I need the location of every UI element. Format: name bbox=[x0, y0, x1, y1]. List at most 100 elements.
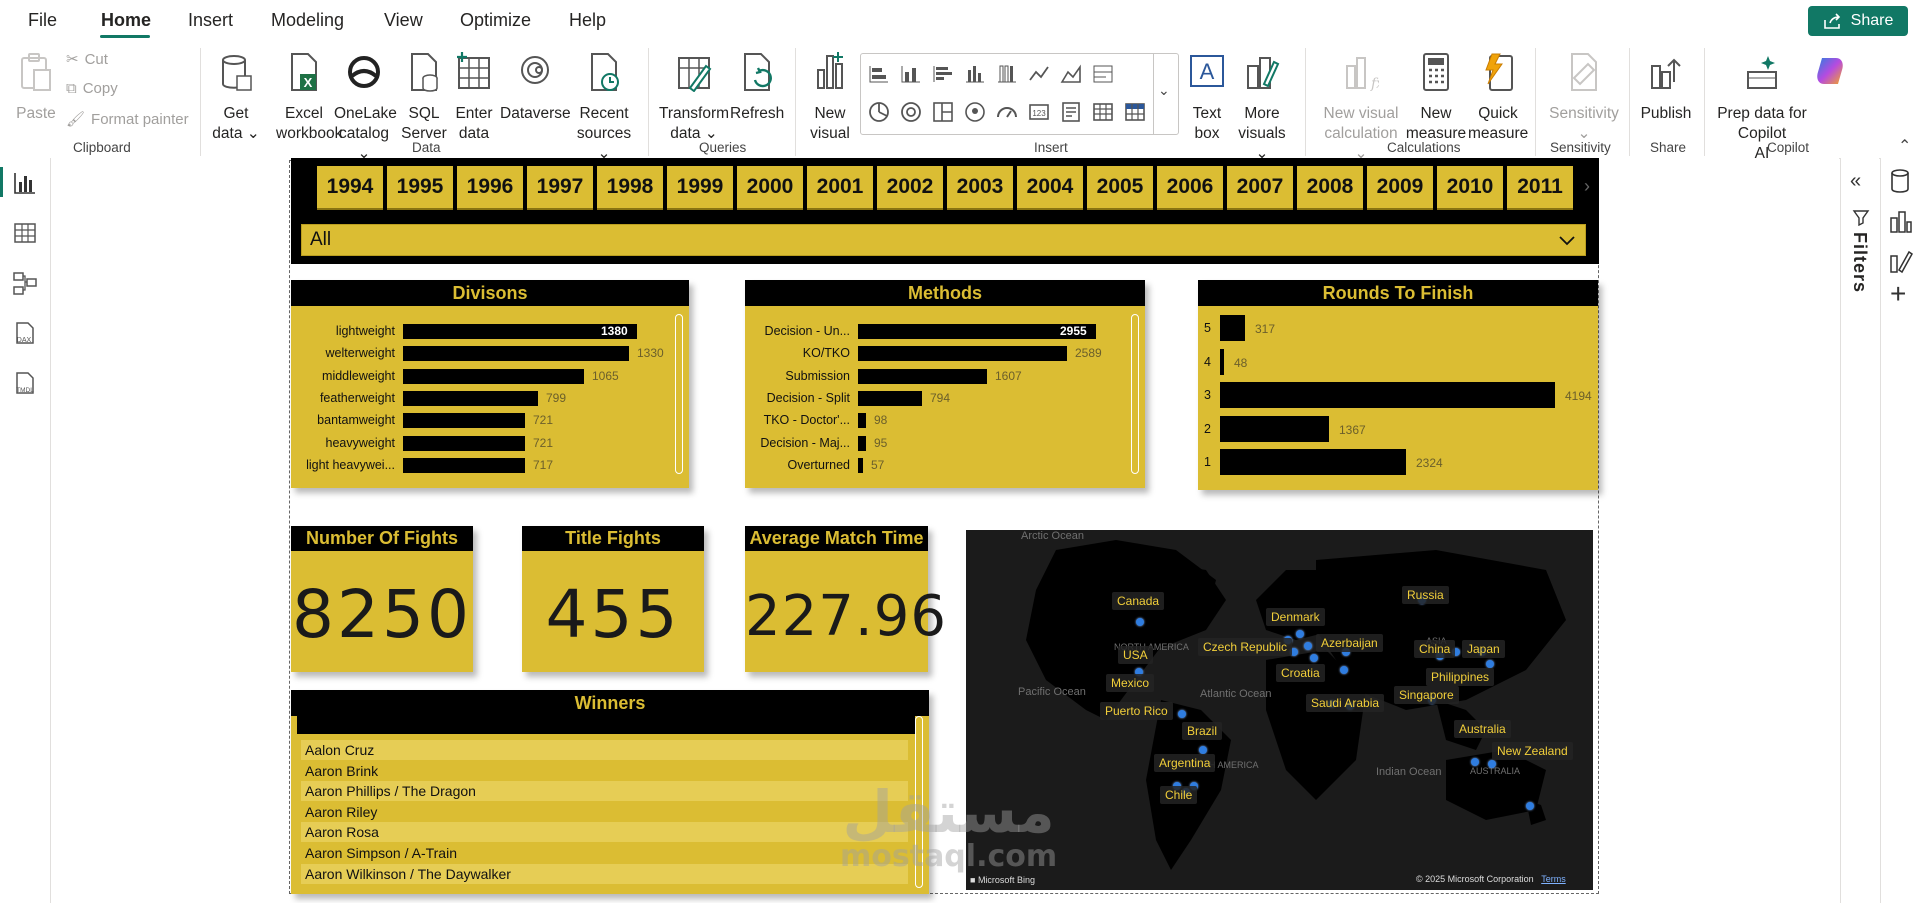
divisions-bar[interactable] bbox=[403, 324, 637, 339]
matrix-icon[interactable] bbox=[1123, 100, 1147, 124]
menu-home[interactable]: Home bbox=[101, 10, 152, 30]
map-point[interactable] bbox=[1340, 666, 1348, 674]
menu-view[interactable]: View bbox=[384, 10, 423, 30]
dax-query-view-icon[interactable]: DAX bbox=[12, 320, 38, 346]
year-tile-2008[interactable]: 2008 bbox=[1297, 166, 1363, 208]
clustered-column-chart-icon[interactable] bbox=[963, 62, 987, 86]
year-tile-1999[interactable]: 1999 bbox=[667, 166, 733, 208]
year-tile-2009[interactable]: 2009 bbox=[1367, 166, 1433, 208]
winner-row[interactable]: Aaron Riley bbox=[301, 801, 908, 822]
year-tile-2005[interactable]: 2005 bbox=[1087, 166, 1153, 208]
year-tile-1996[interactable]: 1996 bbox=[457, 166, 523, 208]
more-visuals-button[interactable]: More visuals ⌄ bbox=[1232, 52, 1292, 164]
quick-measure-button[interactable]: Quick measure bbox=[1468, 52, 1528, 144]
year-tile-2010[interactable]: 2010 bbox=[1437, 166, 1503, 208]
divisions-chart[interactable]: Divisons lightweight 1380 welterweight 1330… bbox=[291, 280, 689, 488]
year-tile-2007[interactable]: 2007 bbox=[1227, 166, 1293, 208]
map-point[interactable] bbox=[1304, 642, 1312, 650]
map-point[interactable] bbox=[1488, 760, 1496, 768]
winner-row[interactable]: Aaron Wilkinson / The Daywalker bbox=[301, 863, 908, 884]
new-visual-button[interactable]: New visual bbox=[805, 52, 855, 144]
menu-optimize[interactable]: Optimize bbox=[460, 10, 532, 30]
winners-scrollbar[interactable] bbox=[915, 716, 923, 888]
methods-bar[interactable] bbox=[858, 435, 866, 451]
card-icon[interactable]: 123 bbox=[1027, 100, 1051, 124]
publish-button[interactable]: Publish bbox=[1636, 52, 1696, 124]
map-point[interactable] bbox=[1526, 802, 1534, 810]
map-point[interactable] bbox=[1136, 618, 1144, 626]
dataverse-button[interactable]: Dataverse bbox=[500, 52, 571, 124]
sql-server-button[interactable]: SQL Server bbox=[398, 52, 450, 144]
year-tile-1997[interactable]: 1997 bbox=[527, 166, 593, 208]
year-tile-1998[interactable]: 1998 bbox=[597, 166, 663, 208]
tmdl-view-icon[interactable]: TMDL bbox=[12, 370, 38, 396]
get-data-button[interactable]: Get data ⌄ bbox=[208, 52, 264, 144]
treemap-icon[interactable] bbox=[931, 100, 955, 124]
rounds-bar[interactable] bbox=[1220, 449, 1406, 475]
map-point[interactable] bbox=[1135, 668, 1143, 676]
format-pane-icon[interactable] bbox=[1889, 248, 1913, 274]
filters-label[interactable]: Filters bbox=[1850, 232, 1870, 294]
cut-button[interactable]: ✂ Cut bbox=[66, 50, 108, 69]
methods-bar[interactable] bbox=[858, 413, 866, 429]
divisions-scrollbar[interactable] bbox=[675, 314, 683, 474]
map-point[interactable] bbox=[1452, 648, 1460, 656]
kpi-number-of-fights[interactable]: Number Of Fights 8250 bbox=[291, 526, 473, 672]
winner-row[interactable]: Aaron Rosa bbox=[301, 822, 908, 843]
world-map[interactable]: Arctic Ocean Pacific Ocean Atlantic Ocea… bbox=[966, 530, 1593, 890]
gauge-icon[interactable] bbox=[995, 100, 1019, 124]
divisions-bar[interactable] bbox=[403, 368, 584, 384]
year-tile-1994[interactable]: 1994 bbox=[317, 166, 383, 208]
add-pane-icon[interactable]: + bbox=[1890, 278, 1907, 309]
map-point[interactable] bbox=[1290, 648, 1298, 656]
map-point[interactable] bbox=[1199, 746, 1207, 754]
pie-chart-icon[interactable] bbox=[867, 100, 891, 124]
onelake-catalog-button[interactable]: OneLake catalog ⌄ bbox=[334, 52, 397, 164]
rounds-bar[interactable] bbox=[1220, 315, 1245, 341]
stacked-column-chart-icon[interactable] bbox=[899, 62, 923, 86]
map-point[interactable] bbox=[1486, 660, 1494, 668]
menu-modeling[interactable]: Modeling bbox=[271, 10, 345, 30]
kpi-average-match-time[interactable]: Average Match Time 227.96 bbox=[745, 526, 946, 672]
paste-button[interactable]: Paste bbox=[14, 52, 58, 124]
methods-bar[interactable] bbox=[858, 457, 863, 473]
winner-row[interactable]: Aaron Brink bbox=[301, 760, 908, 781]
year-tile-2002[interactable]: 2002 bbox=[877, 166, 943, 208]
filters-pane[interactable]: « bbox=[1840, 158, 1879, 903]
table-visual-icon[interactable] bbox=[1091, 100, 1115, 124]
menu-insert[interactable]: Insert bbox=[188, 10, 234, 30]
year-tile-2001[interactable]: 2001 bbox=[807, 166, 873, 208]
menu-help[interactable]: Help bbox=[569, 10, 607, 30]
rounds-chart[interactable]: Rounds To Finish 5 317 4 48 3 4194 2 1367 1 2324 bbox=[1198, 280, 1598, 490]
table-view-icon[interactable] bbox=[12, 220, 38, 246]
year-tile-2006[interactable]: 2006 bbox=[1157, 166, 1223, 208]
map-point[interactable] bbox=[1310, 654, 1318, 662]
divisions-bar[interactable] bbox=[403, 390, 538, 406]
rounds-bar[interactable] bbox=[1220, 348, 1224, 375]
kpi-icon[interactable] bbox=[1059, 100, 1083, 124]
divisions-bar[interactable] bbox=[403, 346, 629, 362]
menu-file[interactable]: File bbox=[28, 10, 58, 30]
methods-chart[interactable]: Methods Decision - Un... 2955 KO/TKO 2589 Su… bbox=[745, 280, 1145, 488]
methods-bar[interactable] bbox=[858, 390, 922, 406]
slicer-dropdown[interactable]: All bbox=[301, 224, 1586, 256]
line-chart-icon[interactable] bbox=[1027, 62, 1051, 86]
winner-row[interactable]: Aaron Phillips / The Dragon bbox=[301, 781, 908, 802]
divisions-bar[interactable] bbox=[403, 457, 525, 473]
enter-data-button[interactable]: Enter data bbox=[450, 52, 498, 144]
copy-button[interactable]: ⧉ Copy bbox=[66, 80, 118, 97]
map-point[interactable] bbox=[1471, 758, 1479, 766]
model-view-icon[interactable] bbox=[12, 270, 38, 296]
gallery-expand-icon[interactable]: ⌄ bbox=[1158, 82, 1170, 98]
prep-data-copilot-button[interactable]: Prep data for Copilot AI bbox=[1712, 52, 1812, 164]
divisions-bar[interactable] bbox=[403, 413, 525, 429]
winners-table[interactable]: Winners Aalon Cruz Aaron Brink Aaron Phill… bbox=[291, 690, 929, 894]
new-measure-button[interactable]: New measure bbox=[1404, 52, 1468, 144]
divisions-bar[interactable] bbox=[403, 435, 525, 451]
year-tile-1995[interactable]: 1995 bbox=[387, 166, 453, 208]
year-tile-2011[interactable]: 2011 bbox=[1507, 166, 1573, 208]
area-chart-icon[interactable] bbox=[1059, 62, 1083, 86]
refresh-button[interactable]: Refresh bbox=[730, 52, 784, 124]
excel-workbook-button[interactable]: X Excel workbook bbox=[276, 52, 342, 144]
map-point[interactable] bbox=[1178, 710, 1186, 718]
